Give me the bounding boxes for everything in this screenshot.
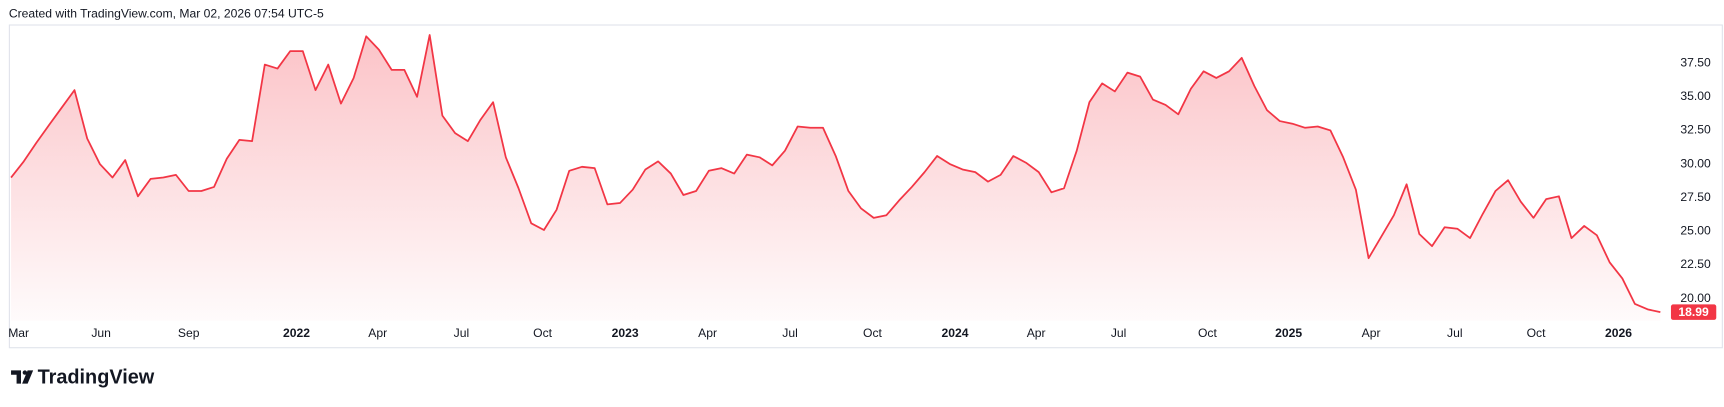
header: Created with TradingView.com, Mar 02, 20…: [9, 7, 324, 21]
x-tick-label: Oct: [1198, 326, 1218, 340]
x-tick-label: Apr: [368, 326, 387, 340]
y-tick-label: 30.00: [1680, 156, 1711, 170]
chart-frame: [8, 24, 1723, 349]
x-tick-label: Jul: [1447, 326, 1463, 340]
y-tick-label: 20.00: [1680, 291, 1711, 305]
area-fill: [11, 34, 1661, 321]
x-tick-label: Jul: [782, 326, 798, 340]
logo-mark: [22, 370, 34, 384]
x-tick-label: 2025: [1275, 326, 1302, 340]
y-tick-label: 27.50: [1680, 190, 1711, 204]
logo-mark: [11, 370, 21, 384]
x-tick-label: Apr: [698, 326, 717, 340]
x-tick-label: Oct: [1527, 326, 1547, 340]
logo: TradingView: [11, 366, 155, 388]
y-tick-label: 37.50: [1680, 55, 1711, 69]
x-tick-label: Mar: [8, 326, 29, 340]
x-tick-label: Sep: [178, 326, 200, 340]
logo-mark: [22, 370, 28, 375]
x-tick-label: Apr: [1027, 326, 1046, 340]
y-tick-label: 32.50: [1680, 123, 1711, 137]
y-tick-label: 25.00: [1680, 224, 1711, 238]
x-tick-label: Jul: [454, 326, 470, 340]
last-price-label: 18.99: [1678, 305, 1709, 319]
x-tick-label: 2026: [1605, 326, 1632, 340]
price-line: [10, 34, 1661, 313]
last-price-badge: [1670, 304, 1717, 320]
y-tick-label: 35.00: [1680, 89, 1711, 103]
x-tick-label: Apr: [1362, 326, 1381, 340]
y-tick-label: 22.50: [1680, 257, 1711, 271]
x-tick-label: Jul: [1111, 326, 1127, 340]
x-tick-label: 2023: [612, 326, 639, 340]
x-tick-label: Oct: [533, 326, 553, 340]
x-tick-label: 2024: [941, 326, 968, 340]
x-tick-label: Jun: [91, 326, 111, 340]
x-tick-label: 2022: [283, 326, 310, 340]
brand: TradingView: [38, 366, 155, 388]
x-tick-label: Oct: [863, 326, 883, 340]
